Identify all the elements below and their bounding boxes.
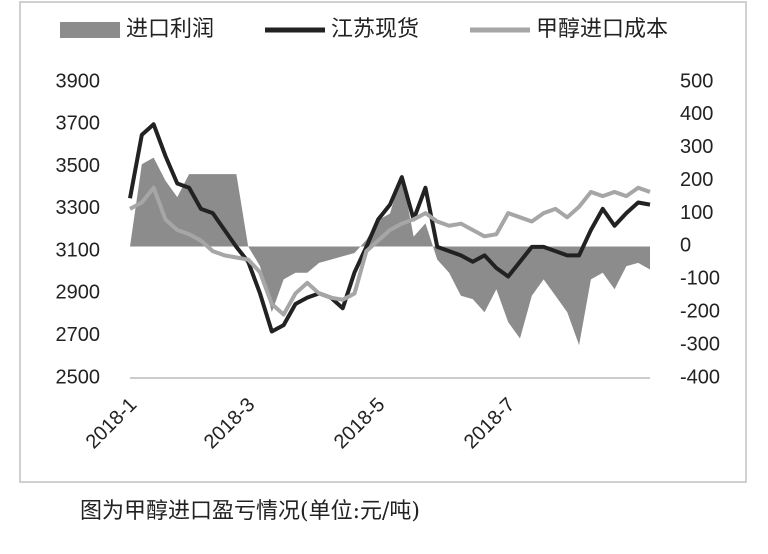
y2-tick-label: -100 [680,268,720,290]
y2-tick-label: 200 [680,169,713,191]
y-tick-label: 3900 [56,70,101,92]
y2-tick-label: -300 [680,333,720,355]
y-tick-label: 3700 [56,113,101,135]
y-tick-label: 3100 [56,239,101,261]
series-line [129,185,651,317]
profit-area [130,157,650,346]
legend-label: 甲醇进口成本 [536,17,668,42]
y2-tick-label: 500 [680,70,713,92]
y2-tick-label: 100 [680,202,713,224]
y2-tick-label: 300 [680,136,713,158]
y2-tick-label: 0 [680,235,691,257]
legend-swatch [60,22,120,38]
y2-tick-label: -400 [680,366,720,388]
y-tick-label: 2700 [56,324,101,346]
y-tick-label: 3300 [56,197,101,219]
y-tick-label: 2500 [56,366,101,388]
series-line [128,122,651,334]
y-tick-label: 3500 [56,155,101,177]
y2-tick-label: -200 [680,301,720,323]
legend-label: 江苏现货 [331,17,419,42]
legend-label: 进口利润 [126,17,214,42]
y-tick-label: 2900 [56,282,101,304]
caption: 图为甲醇进口盈亏情况(单位:元/吨) [80,499,420,524]
y2-tick-label: 400 [680,103,713,125]
